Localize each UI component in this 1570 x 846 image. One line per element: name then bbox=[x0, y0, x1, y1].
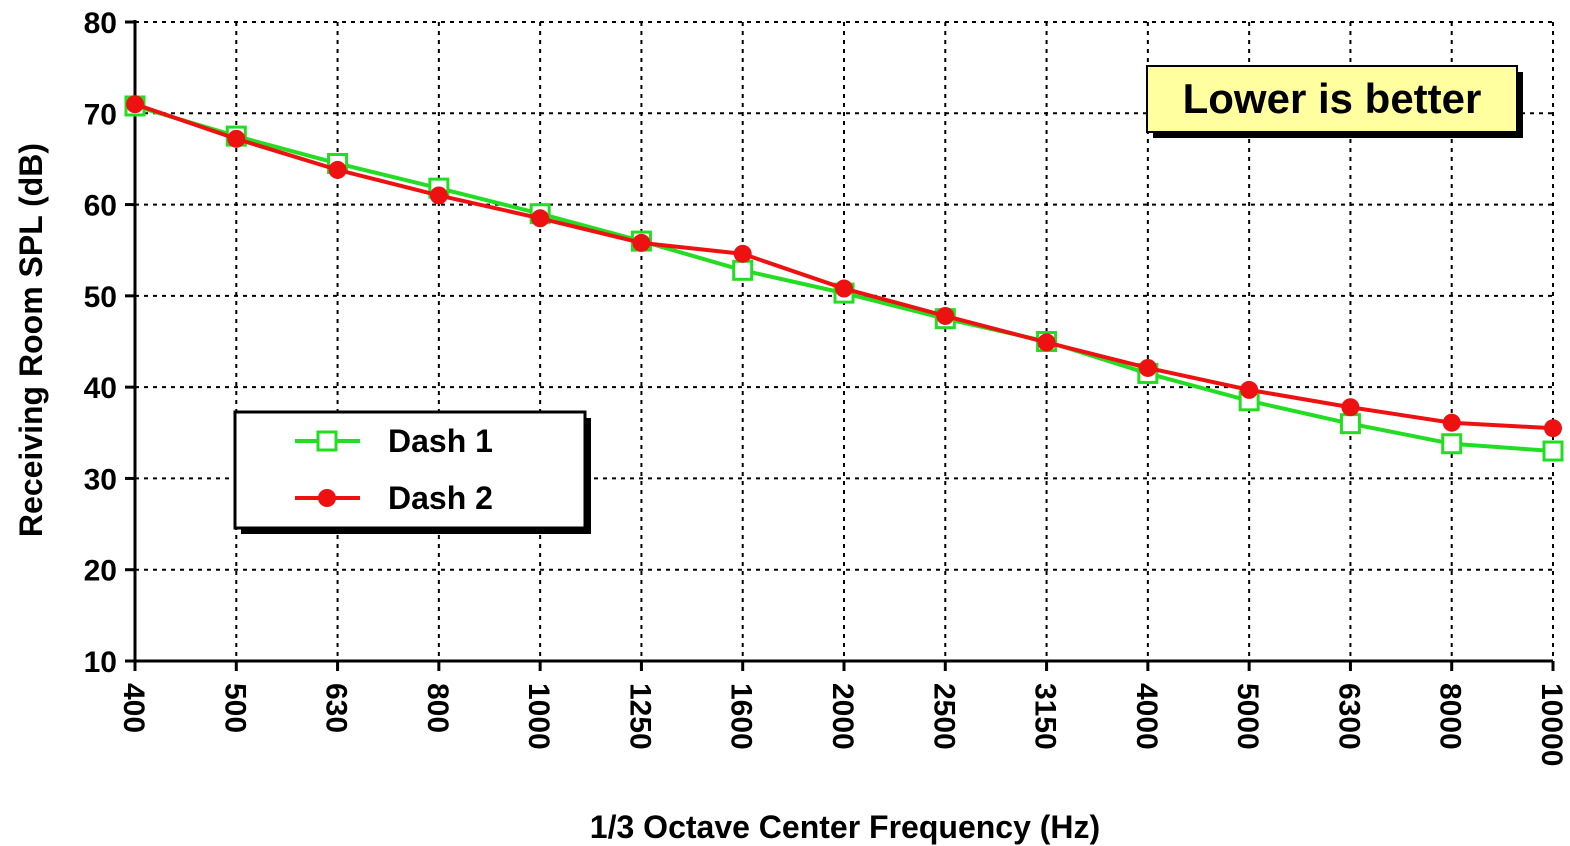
x-tick-label: 10000 bbox=[1535, 683, 1568, 766]
marker bbox=[318, 489, 336, 507]
marker bbox=[1442, 413, 1461, 432]
legend-label: Dash 2 bbox=[388, 480, 493, 516]
x-tick-label: 1600 bbox=[725, 683, 758, 750]
y-tick-label: 40 bbox=[84, 372, 117, 405]
x-tick-label: 3150 bbox=[1029, 683, 1062, 750]
marker bbox=[733, 244, 752, 263]
marker bbox=[732, 259, 754, 281]
y-tick-label: 10 bbox=[84, 646, 117, 679]
y-tick-label: 20 bbox=[84, 555, 117, 588]
marker bbox=[1544, 419, 1562, 438]
marker bbox=[1339, 413, 1361, 435]
marker bbox=[1037, 333, 1056, 352]
marker bbox=[1441, 433, 1463, 455]
y-tick-label: 30 bbox=[84, 463, 117, 496]
annotation: Lower is better bbox=[1183, 75, 1482, 122]
x-tick-label: 6300 bbox=[1332, 683, 1365, 750]
marker bbox=[126, 95, 144, 114]
x-tick-label: 2000 bbox=[826, 683, 859, 750]
y-tick-label: 80 bbox=[84, 7, 117, 40]
x-tick-label: 800 bbox=[421, 683, 454, 733]
x-tick-label: 2500 bbox=[927, 683, 960, 750]
marker bbox=[835, 279, 853, 298]
legend bbox=[233, 410, 587, 530]
x-tick-label: 4000 bbox=[1130, 683, 1163, 750]
marker bbox=[531, 209, 550, 228]
y-tick-label: 50 bbox=[84, 281, 117, 314]
x-tick-label: 1000 bbox=[522, 683, 555, 750]
marker bbox=[1542, 440, 1564, 462]
legend-label: Dash 1 bbox=[388, 423, 493, 459]
y-tick-label: 70 bbox=[84, 98, 117, 131]
x-tick-label: 8000 bbox=[1434, 683, 1467, 750]
marker bbox=[328, 160, 347, 179]
marker bbox=[316, 430, 338, 452]
marker bbox=[632, 233, 651, 252]
marker bbox=[1138, 358, 1157, 377]
x-tick-label: 400 bbox=[117, 683, 150, 733]
x-tick-label: 630 bbox=[320, 683, 353, 733]
y-axis-title: Receiving Room SPL (dB) bbox=[13, 143, 49, 537]
marker bbox=[936, 306, 955, 325]
marker bbox=[227, 129, 246, 148]
marker bbox=[1240, 380, 1259, 399]
x-tick-label: 500 bbox=[218, 683, 251, 733]
x-axis-title: 1/3 Octave Center Frequency (Hz) bbox=[590, 809, 1100, 845]
x-tick-label: 1250 bbox=[623, 683, 656, 750]
annotation-box bbox=[1146, 65, 1518, 133]
y-tick-label: 60 bbox=[84, 190, 117, 223]
marker bbox=[1341, 398, 1360, 417]
x-tick-label: 5000 bbox=[1231, 683, 1264, 750]
marker bbox=[429, 186, 448, 205]
